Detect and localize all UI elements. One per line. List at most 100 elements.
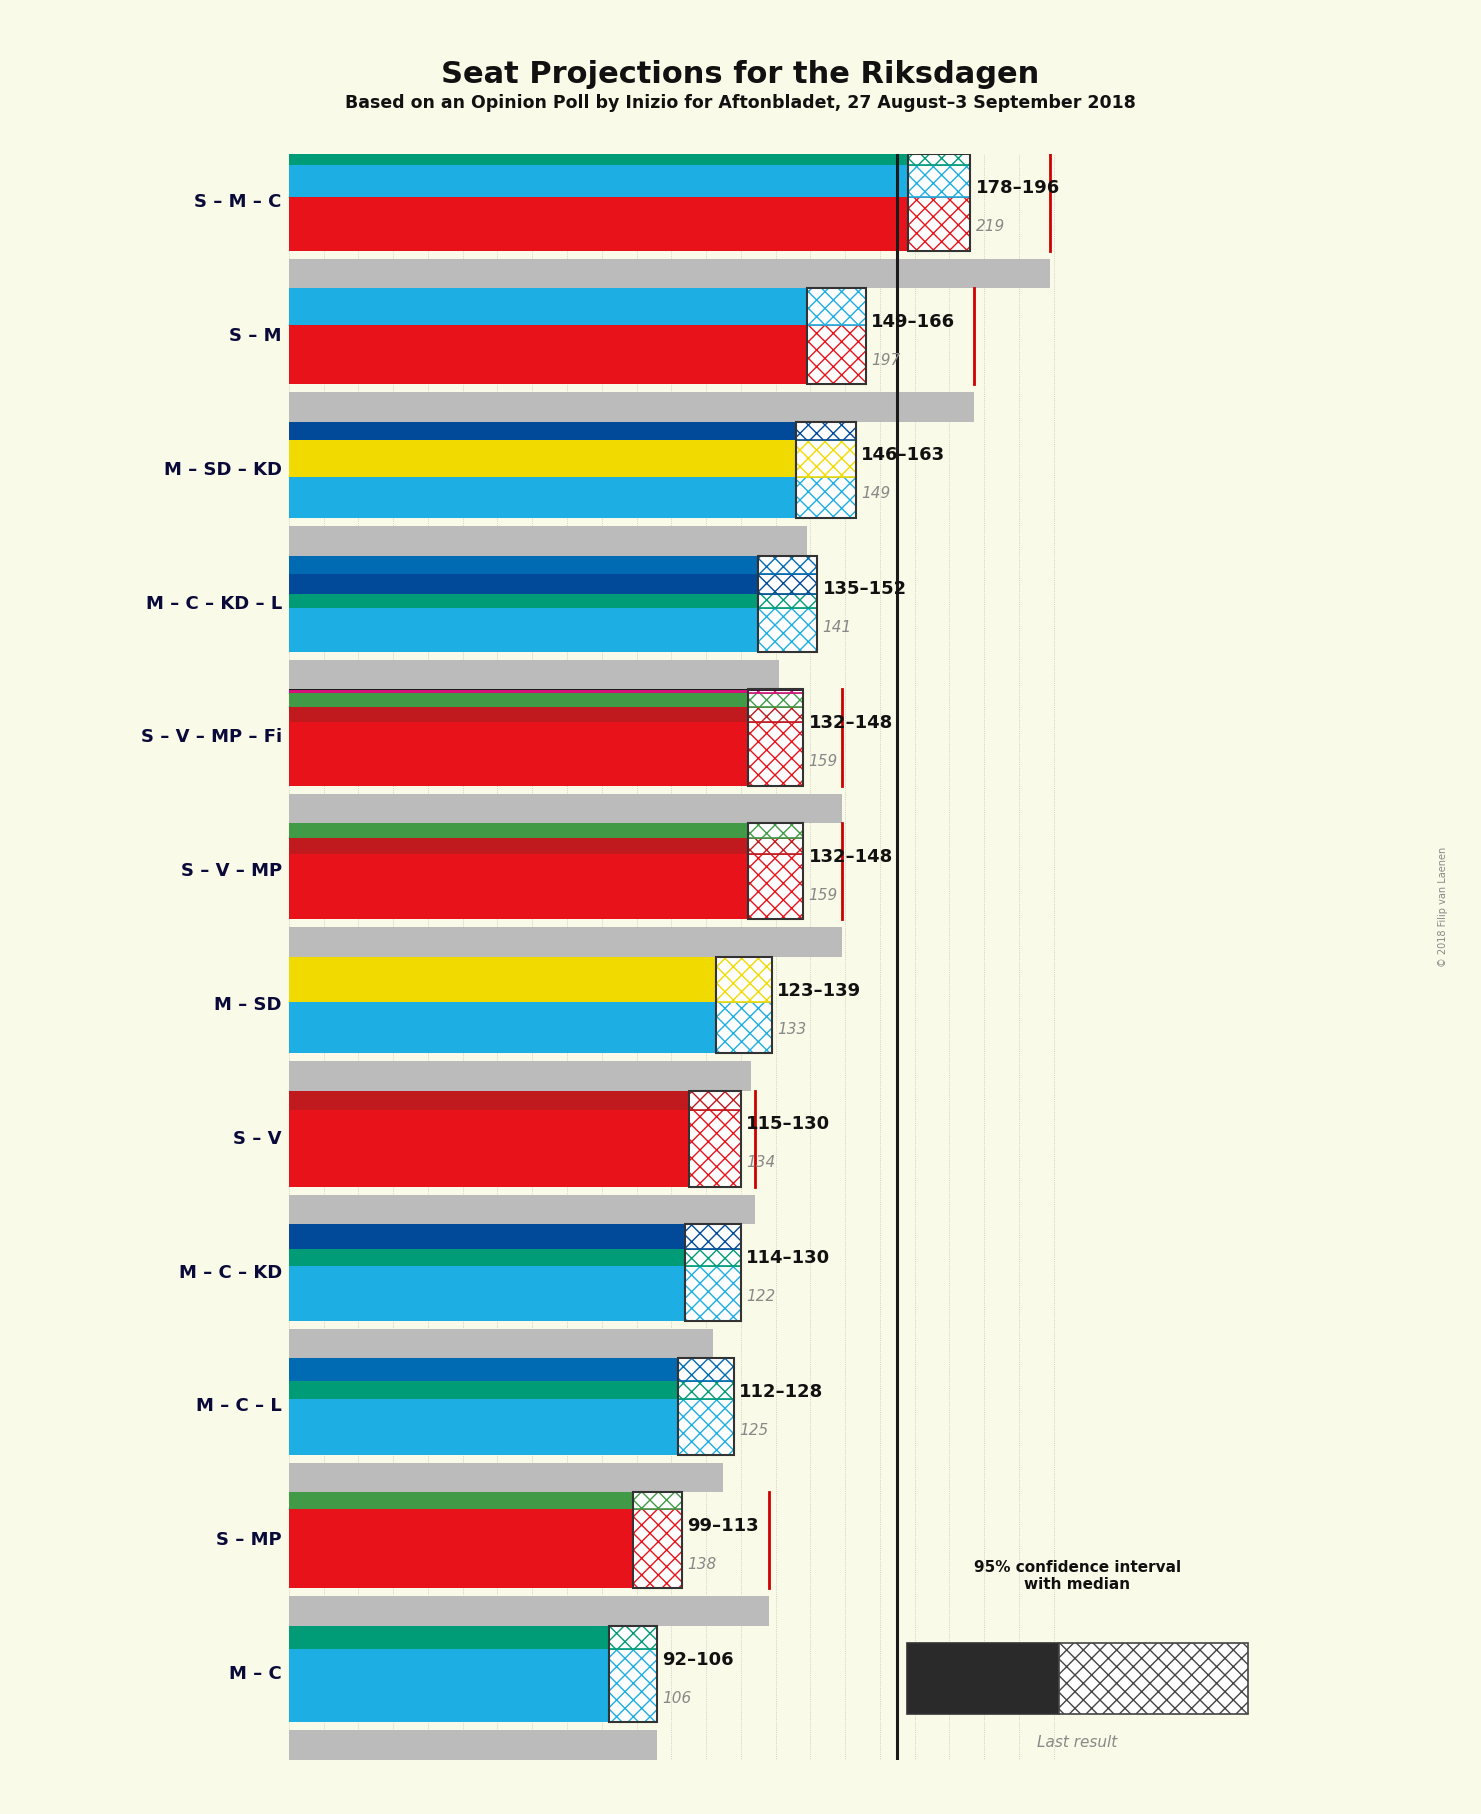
Bar: [289, 660, 779, 689]
Bar: [758, 555, 818, 651]
Bar: [908, 165, 970, 198]
Bar: [289, 259, 1050, 288]
Text: M – C – L: M – C – L: [195, 1397, 281, 1415]
Bar: [289, 608, 758, 651]
Bar: [609, 1625, 658, 1649]
Bar: [797, 421, 856, 441]
Text: 197: 197: [871, 352, 900, 368]
Bar: [678, 1399, 735, 1455]
Text: Last result: Last result: [1037, 1736, 1118, 1751]
Bar: [807, 288, 866, 325]
Text: M – C: M – C: [230, 1665, 281, 1683]
Text: 134: 134: [746, 1156, 775, 1170]
Bar: [678, 1380, 735, 1399]
Bar: [748, 838, 803, 854]
Bar: [289, 693, 748, 707]
Text: 159: 159: [809, 755, 838, 769]
Bar: [689, 1110, 740, 1186]
Bar: [289, 573, 758, 593]
Text: 219: 219: [976, 219, 1004, 234]
Bar: [289, 1399, 678, 1455]
Bar: [906, 1643, 1059, 1714]
Bar: [289, 1001, 717, 1054]
Bar: [686, 1248, 740, 1266]
Bar: [748, 689, 803, 785]
Text: M – C – KD: M – C – KD: [179, 1264, 281, 1282]
Text: 132–148: 132–148: [809, 715, 893, 733]
Bar: [289, 1596, 769, 1625]
Bar: [289, 927, 841, 958]
Bar: [758, 573, 818, 593]
Bar: [632, 1509, 681, 1589]
Bar: [289, 593, 758, 608]
Bar: [748, 691, 803, 693]
Bar: [678, 1359, 735, 1380]
Bar: [797, 441, 856, 477]
Bar: [289, 154, 908, 165]
Text: M – SD – KD: M – SD – KD: [164, 461, 281, 479]
Bar: [609, 1625, 658, 1721]
Bar: [289, 421, 797, 441]
Bar: [289, 477, 797, 519]
Bar: [686, 1224, 740, 1248]
Text: 99–113: 99–113: [687, 1517, 758, 1535]
Text: 138: 138: [687, 1556, 717, 1571]
Bar: [289, 1248, 686, 1266]
Bar: [689, 1090, 740, 1186]
Bar: [289, 1509, 632, 1589]
Text: 123–139: 123–139: [778, 981, 862, 1000]
Bar: [289, 1224, 686, 1248]
Bar: [686, 1266, 740, 1321]
Bar: [289, 555, 758, 573]
Text: 122: 122: [746, 1290, 775, 1304]
Bar: [748, 854, 803, 920]
Bar: [289, 1266, 686, 1321]
Text: 115–130: 115–130: [746, 1116, 831, 1134]
Bar: [289, 838, 748, 854]
Text: 178–196: 178–196: [976, 180, 1060, 198]
Bar: [289, 1462, 723, 1491]
Bar: [797, 421, 856, 519]
Bar: [289, 707, 748, 722]
Bar: [289, 824, 748, 838]
Text: Seat Projections for the Riksdagen: Seat Projections for the Riksdagen: [441, 60, 1040, 89]
Bar: [289, 854, 748, 920]
Bar: [289, 1330, 712, 1359]
Bar: [289, 1061, 751, 1090]
Bar: [758, 608, 818, 651]
Bar: [1059, 1643, 1248, 1714]
Bar: [289, 288, 807, 325]
Bar: [678, 1359, 735, 1455]
Bar: [748, 707, 803, 722]
Bar: [748, 824, 803, 920]
Bar: [289, 392, 974, 423]
Text: 114–130: 114–130: [746, 1250, 831, 1268]
Text: S – MP: S – MP: [216, 1531, 281, 1549]
Bar: [807, 288, 866, 385]
Bar: [289, 1090, 689, 1110]
Bar: [748, 824, 803, 838]
Text: 132–148: 132–148: [809, 847, 893, 865]
Text: 92–106: 92–106: [662, 1651, 735, 1669]
Text: S – V – MP: S – V – MP: [181, 862, 281, 880]
Bar: [908, 154, 970, 165]
Bar: [632, 1491, 681, 1509]
Bar: [632, 1491, 681, 1589]
Text: M – SD: M – SD: [215, 996, 281, 1014]
Text: S – V: S – V: [234, 1130, 281, 1148]
Bar: [289, 165, 908, 198]
Text: 159: 159: [809, 887, 838, 903]
Bar: [289, 1731, 658, 1760]
Bar: [609, 1649, 658, 1721]
Text: 95% confidence interval
with median: 95% confidence interval with median: [974, 1560, 1180, 1593]
Text: 112–128: 112–128: [739, 1382, 823, 1400]
Bar: [289, 795, 841, 824]
Bar: [289, 198, 908, 250]
Bar: [807, 325, 866, 385]
Bar: [289, 1491, 632, 1509]
Bar: [758, 555, 818, 573]
Text: 141: 141: [822, 620, 852, 635]
Bar: [717, 958, 772, 1054]
Bar: [686, 1224, 740, 1321]
Bar: [289, 441, 797, 477]
